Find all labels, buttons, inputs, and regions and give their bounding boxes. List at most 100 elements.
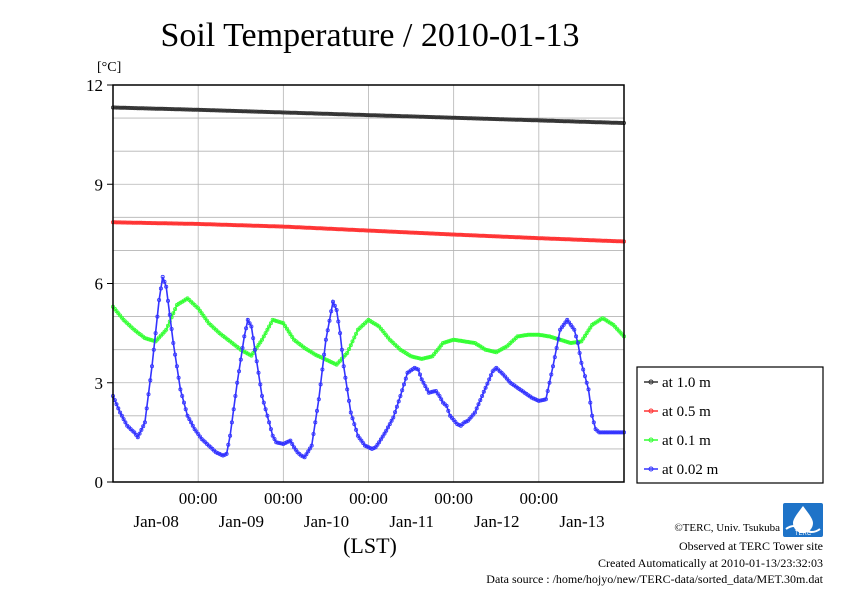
series-point bbox=[474, 116, 479, 121]
series-point bbox=[130, 220, 135, 225]
series-point bbox=[256, 342, 261, 347]
series-point bbox=[378, 437, 383, 442]
series-point bbox=[162, 279, 167, 284]
series-point bbox=[410, 354, 415, 359]
series-point bbox=[407, 114, 412, 119]
series-point bbox=[540, 398, 545, 403]
y-tick-label: 12 bbox=[86, 76, 103, 95]
series-point bbox=[439, 397, 444, 402]
series-point bbox=[283, 224, 288, 229]
series-point bbox=[149, 106, 154, 111]
series-point bbox=[446, 408, 451, 413]
series-point bbox=[570, 340, 575, 345]
series-point bbox=[274, 110, 279, 115]
series-point bbox=[400, 230, 405, 235]
series-point bbox=[543, 236, 548, 241]
series-point bbox=[157, 221, 162, 226]
series-point bbox=[394, 404, 399, 409]
series-point bbox=[327, 318, 332, 323]
series-point bbox=[565, 237, 570, 242]
series-point bbox=[614, 239, 619, 244]
series-point bbox=[552, 355, 557, 360]
series-point bbox=[275, 110, 280, 115]
series-point bbox=[425, 355, 430, 360]
legend-entry-label: at 0.5 m bbox=[662, 404, 711, 420]
series-point bbox=[142, 220, 147, 225]
series-point bbox=[173, 352, 178, 357]
series-point bbox=[149, 364, 154, 369]
series-point bbox=[343, 227, 348, 232]
series-point bbox=[338, 227, 343, 232]
series-point bbox=[378, 113, 383, 118]
series-point bbox=[524, 118, 529, 123]
series-point bbox=[288, 224, 293, 229]
series-point bbox=[144, 106, 149, 111]
series-point bbox=[245, 223, 250, 228]
series-point bbox=[584, 331, 589, 336]
series-point bbox=[204, 108, 209, 113]
series-point bbox=[206, 108, 211, 113]
y-tick-label: 9 bbox=[95, 175, 104, 194]
series-point bbox=[543, 333, 548, 338]
series-point bbox=[538, 236, 543, 241]
series-point bbox=[426, 390, 431, 395]
series-point bbox=[267, 420, 272, 425]
series-point bbox=[373, 445, 378, 450]
series-point bbox=[552, 236, 557, 241]
series-point bbox=[323, 226, 328, 231]
series-point bbox=[515, 117, 520, 122]
series-point bbox=[359, 438, 364, 443]
series-point bbox=[579, 339, 584, 344]
series-point bbox=[228, 108, 233, 113]
series-point bbox=[559, 338, 564, 343]
series-point bbox=[384, 229, 389, 234]
series-point bbox=[437, 393, 442, 398]
series-point bbox=[398, 114, 403, 119]
series-point bbox=[226, 108, 231, 113]
series-point bbox=[446, 115, 451, 120]
series-point bbox=[197, 308, 202, 313]
series-point bbox=[357, 228, 362, 233]
series-point bbox=[354, 427, 359, 432]
series-point bbox=[508, 234, 513, 239]
series-point bbox=[472, 410, 477, 415]
series-point bbox=[371, 228, 376, 233]
series-point bbox=[428, 354, 433, 359]
series-point bbox=[414, 114, 419, 119]
series-point bbox=[224, 451, 229, 456]
series-point bbox=[551, 118, 556, 123]
series-point bbox=[590, 413, 595, 418]
series-point bbox=[240, 345, 245, 350]
series-point bbox=[416, 355, 421, 360]
series-point bbox=[444, 403, 449, 408]
series-point bbox=[350, 227, 355, 232]
series-point bbox=[283, 110, 288, 115]
series-point bbox=[228, 222, 233, 227]
series-point bbox=[583, 374, 588, 379]
series-point bbox=[336, 112, 341, 117]
series-point bbox=[350, 339, 355, 344]
series-point bbox=[265, 327, 270, 332]
series-point bbox=[467, 116, 472, 121]
series-point bbox=[462, 116, 467, 121]
legend-swatch-marker bbox=[648, 466, 654, 472]
series-point bbox=[483, 116, 488, 121]
series-point bbox=[462, 339, 467, 344]
series-point bbox=[364, 113, 369, 118]
series-point bbox=[338, 112, 343, 117]
series-point bbox=[247, 223, 252, 228]
logo-text: TERC bbox=[795, 531, 812, 537]
series-point bbox=[480, 393, 485, 398]
series-point bbox=[384, 428, 389, 433]
series-point bbox=[233, 223, 238, 228]
series-point bbox=[581, 336, 586, 341]
series-point bbox=[453, 115, 458, 120]
series-point bbox=[607, 120, 612, 125]
series-point bbox=[352, 335, 357, 340]
series-point bbox=[144, 406, 149, 411]
series-point bbox=[185, 107, 190, 112]
series-point bbox=[114, 105, 119, 110]
series-point bbox=[545, 334, 550, 339]
series-point bbox=[173, 307, 178, 312]
series-point bbox=[275, 440, 280, 445]
